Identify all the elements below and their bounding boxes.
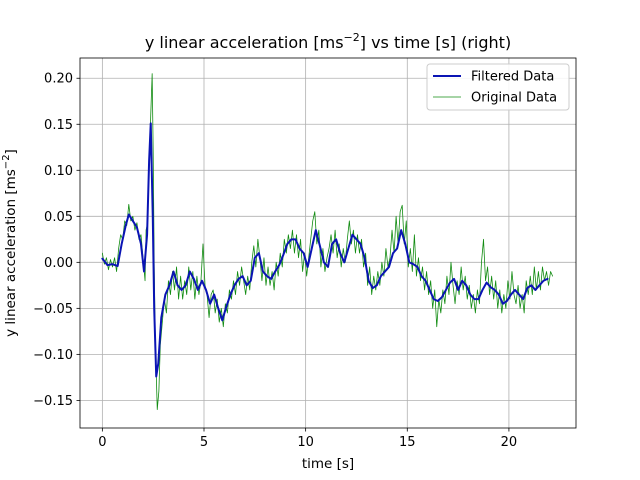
series-line-filtered-data [101,122,549,378]
y-tick-label: 0.20 [44,72,73,87]
chart-title-superscript: −2 [344,31,360,44]
y-axis-title-rest: ] [3,149,19,154]
y-tick-label: −0.15 [33,394,73,409]
x-tick-label: 15 [399,435,416,450]
legend: Filtered Data Original Data [426,63,570,111]
y-tick-label: 0.00 [44,256,73,271]
y-axis-title-main: y linear acceleration [ms [3,169,19,337]
legend-label-filtered: Filtered Data [471,70,554,85]
y-tick-label: −0.05 [33,302,73,317]
chart-title-main: y linear acceleration [ms [145,33,344,52]
legend-label-original: Original Data [471,91,557,106]
x-axis-title: time [s] [302,456,354,472]
series-layer [101,73,554,410]
chart-title-rest: ] vs time [s] (right) [360,33,511,52]
x-tick-label: 0 [98,435,106,450]
legend-box [426,63,570,111]
y-tick-label: 0.05 [44,210,73,225]
x-tick-label: 20 [501,435,518,450]
y-tick-label: 0.10 [44,164,73,179]
plot-frame [79,57,577,429]
x-tick-label: 10 [297,435,314,450]
x-tick-label: 5 [200,435,208,450]
y-tick-label: 0.15 [44,118,73,133]
y-tick-label: −0.10 [33,348,73,363]
y-axis-title-superscript: −2 [1,154,12,169]
y-axis-title: y linear acceleration [ms−2] [1,149,19,337]
y-axis: −0.15 −0.10 −0.05 0.00 0.05 0.10 0.15 0.20 [33,72,80,409]
chart-title: y linear acceleration [ms−2] vs time [s]… [145,31,511,52]
x-axis: 0 5 10 15 20 [98,428,517,450]
